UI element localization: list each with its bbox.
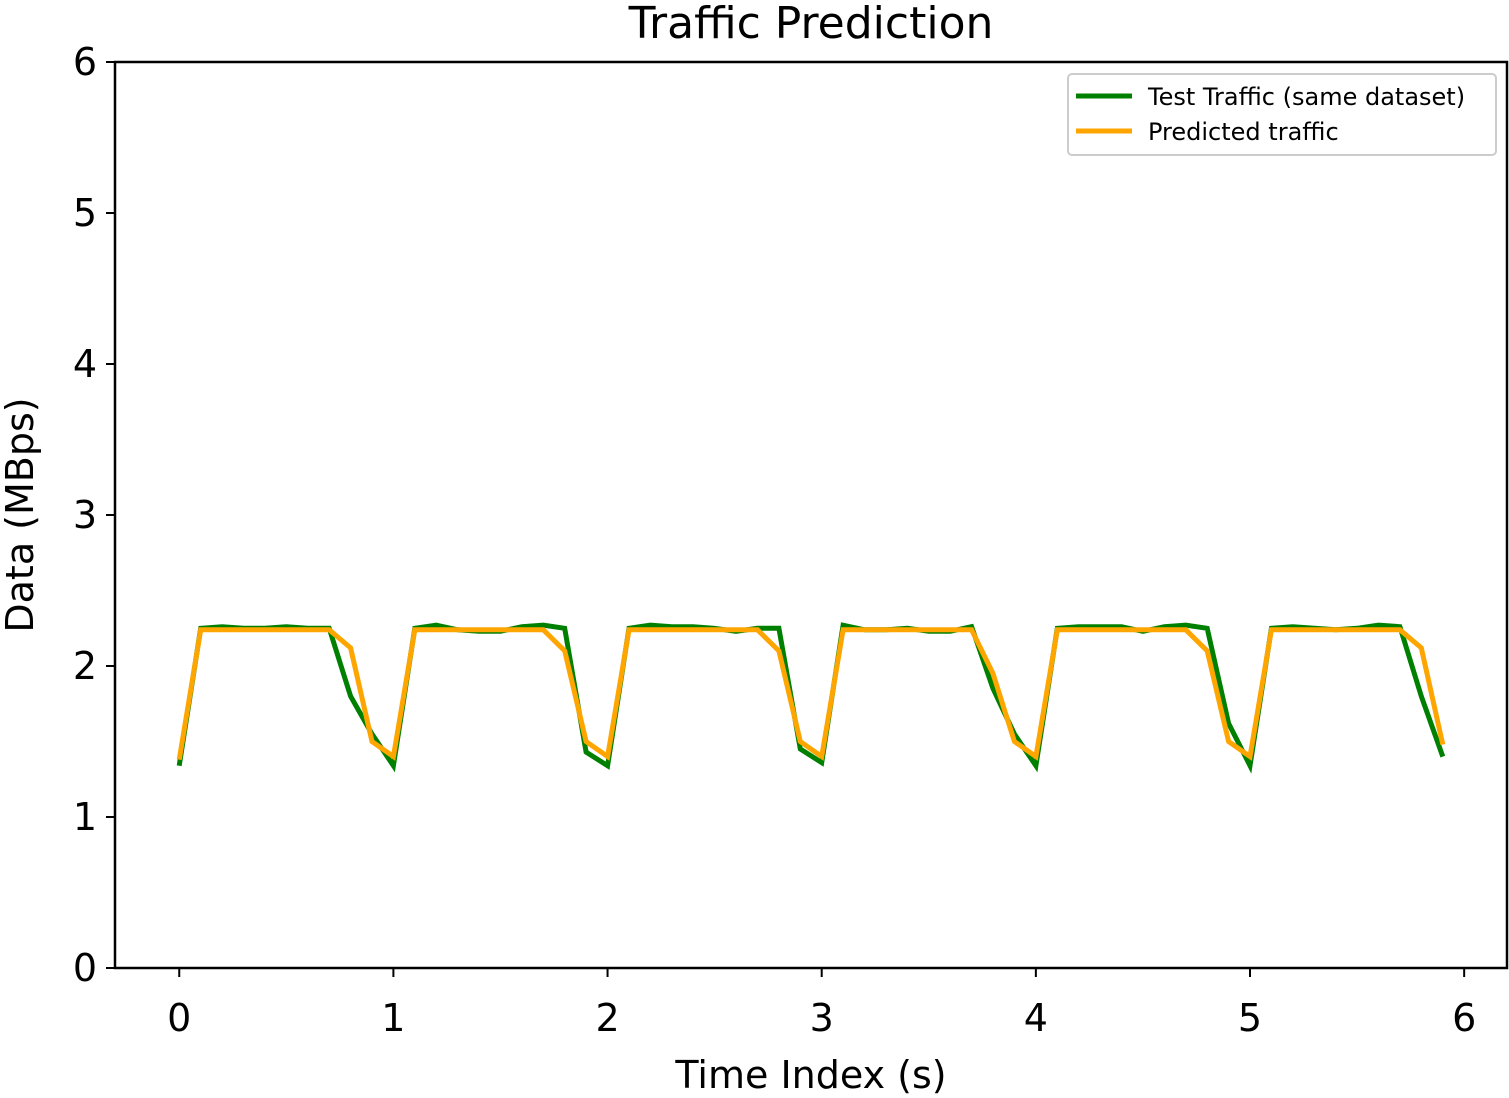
y-axis-ticks: 0 1 2 3 4 5 6 (73, 40, 115, 990)
y-tick-label: 1 (73, 795, 97, 839)
x-tick-label: 1 (381, 996, 405, 1040)
x-tick-label: 3 (810, 996, 834, 1040)
x-axis-label: Time Index (s) (674, 1053, 946, 1097)
x-tick-label: 5 (1238, 996, 1262, 1040)
x-tick-label: 6 (1452, 996, 1476, 1040)
x-tick-label: 2 (595, 996, 619, 1040)
y-tick-label: 5 (73, 191, 97, 235)
legend: Test Traffic (same dataset) Predicted tr… (1067, 73, 1497, 156)
legend-box (1067, 73, 1497, 156)
y-tick-label: 4 (73, 342, 97, 386)
series-line-test-traffic-same-dataset (176, 622, 1446, 774)
x-tick-label: 4 (1024, 996, 1048, 1040)
y-tick-label: 0 (73, 946, 97, 990)
series-line-predicted-traffic (176, 627, 1446, 761)
x-axis-ticks: 0 1 2 3 4 5 6 (167, 968, 1476, 1040)
legend-label-predicted-traffic: Predicted traffic (1148, 118, 1339, 146)
y-tick-label: 3 (73, 493, 97, 537)
series-layer (176, 622, 1446, 774)
y-tick-label: 6 (73, 40, 97, 84)
legend-label-test-traffic: Test Traffic (same dataset) (1147, 83, 1465, 111)
x-tick-label: 0 (167, 996, 191, 1040)
y-tick-label: 2 (73, 644, 97, 688)
y-axis-label: Data (MBps) (0, 397, 42, 632)
chart-title: Traffic Prediction (628, 0, 994, 49)
